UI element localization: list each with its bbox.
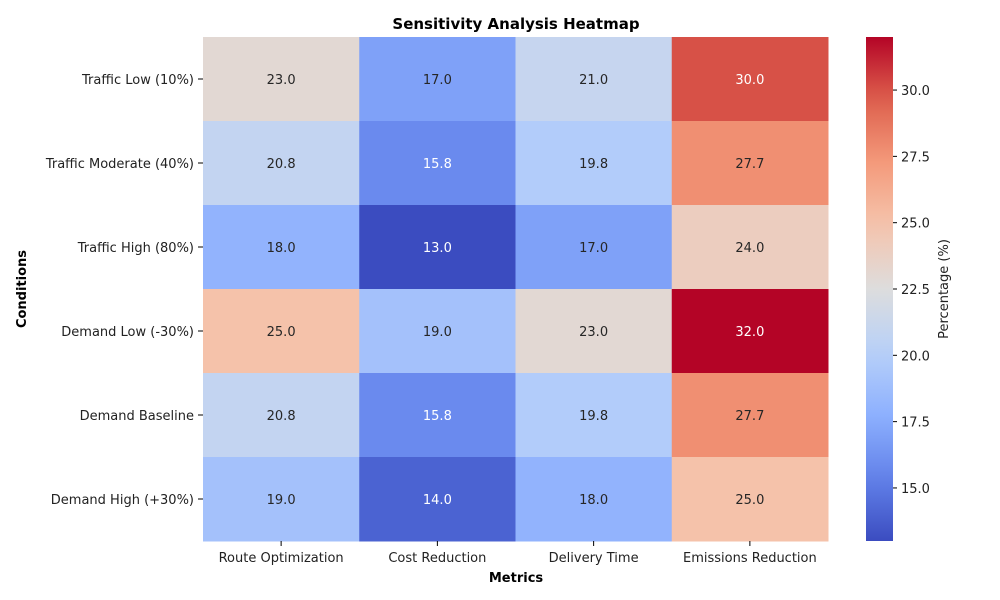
heatmap-cell xyxy=(671,205,829,290)
heatmap-cell xyxy=(671,289,829,374)
column-tick-label: Cost Reduction xyxy=(388,551,486,566)
row-tick-label: Traffic Low (10%) xyxy=(81,73,194,88)
heatmap-cell xyxy=(515,289,673,374)
colorbar-tick-label: 15.0 xyxy=(901,482,930,497)
cell-value-label: 23.0 xyxy=(267,73,296,88)
heatmap-cells: 23.0 17.0 21.0 30.0 20.8 15.8 19.8 27.7 18.0 13.0… xyxy=(203,37,829,542)
cell-value-label: 13.0 xyxy=(423,241,452,256)
cell-value-label: 15.8 xyxy=(423,157,452,172)
colorbar: 15.0 17.5 20.0 22.5 25.0 27.5 30.0 Percentage … xyxy=(866,37,952,541)
colorbar-tick-label: 20.0 xyxy=(901,349,930,364)
row-tick-labels: Traffic Low (10%) Traffic Moderate (40%) T… xyxy=(45,73,203,508)
cell-value-label: 25.0 xyxy=(267,325,296,340)
heatmap-cell xyxy=(359,205,516,290)
chart-title: Sensitivity Analysis Heatmap xyxy=(392,15,639,33)
cell-value-label: 27.7 xyxy=(735,157,764,172)
heatmap-cell xyxy=(515,457,673,542)
heatmap-cell xyxy=(203,373,360,458)
heatmap-cell xyxy=(671,37,829,122)
cell-value-label: 14.0 xyxy=(423,493,452,508)
cell-value-label: 18.0 xyxy=(267,241,296,256)
cell-value-label: 25.0 xyxy=(735,493,764,508)
colorbar-tick-label: 25.0 xyxy=(901,217,930,232)
heatmap-cell xyxy=(515,121,673,206)
heatmap-cell xyxy=(359,457,516,542)
heatmap-cell xyxy=(203,121,360,206)
heatmap-cell xyxy=(359,373,516,458)
cell-value-label: 18.0 xyxy=(579,493,608,508)
cell-value-label: 20.8 xyxy=(267,409,296,424)
row-tick-label: Traffic Moderate (40%) xyxy=(45,157,194,172)
column-tick-label: Route Optimization xyxy=(219,551,344,566)
cell-value-label: 20.8 xyxy=(267,157,296,172)
row-tick-label: Demand Low (-30%) xyxy=(61,325,194,340)
column-tick-label: Delivery Time xyxy=(549,551,639,566)
colorbar-gradient xyxy=(866,37,893,541)
cell-value-label: 27.7 xyxy=(735,409,764,424)
cell-value-label: 19.8 xyxy=(579,157,608,172)
colorbar-tick-label: 27.5 xyxy=(901,150,930,165)
column-tick-label: Emissions Reduction xyxy=(683,551,817,566)
cell-value-label: 30.0 xyxy=(735,73,764,88)
cell-value-label: 17.0 xyxy=(579,241,608,256)
heatmap-cell xyxy=(359,121,516,206)
cell-value-label: 32.0 xyxy=(735,325,764,340)
y-axis-title: Conditions xyxy=(15,250,30,328)
cell-value-label: 19.0 xyxy=(423,325,452,340)
colorbar-tick-label: 17.5 xyxy=(901,416,930,431)
column-tick-labels: Route Optimization Cost Reduction Delivery… xyxy=(219,541,817,566)
colorbar-tick-label: 22.5 xyxy=(901,283,930,298)
heatmap-cell xyxy=(671,457,829,542)
colorbar-ticks: 15.0 17.5 20.0 22.5 25.0 27.5 30.0 xyxy=(893,84,930,497)
heatmap-cell xyxy=(203,205,360,290)
heatmap-cell xyxy=(671,373,829,458)
cell-value-label: 23.0 xyxy=(579,325,608,340)
row-tick-label: Demand Baseline xyxy=(80,409,194,424)
heatmap-cell xyxy=(203,457,360,542)
x-axis-title: Metrics xyxy=(489,571,544,586)
heatmap-cell xyxy=(359,37,516,122)
heatmap-cell xyxy=(515,205,673,290)
cell-value-label: 24.0 xyxy=(735,241,764,256)
heatmap-cell xyxy=(671,121,829,206)
heatmap-cell xyxy=(203,289,360,374)
cell-value-label: 15.8 xyxy=(423,409,452,424)
colorbar-title: Percentage (%) xyxy=(937,239,952,339)
heatmap-cell xyxy=(515,373,673,458)
row-tick-label: Traffic High (80%) xyxy=(77,241,194,256)
cell-value-label: 21.0 xyxy=(579,73,608,88)
row-tick-label: Demand High (+30%) xyxy=(51,493,194,508)
cell-value-label: 17.0 xyxy=(423,73,452,88)
heatmap-cell xyxy=(359,289,516,374)
heatmap-cell xyxy=(515,37,673,122)
cell-value-label: 19.0 xyxy=(267,493,296,508)
heatmap-cell xyxy=(203,37,360,122)
cell-value-label: 19.8 xyxy=(579,409,608,424)
colorbar-tick-label: 30.0 xyxy=(901,84,930,99)
